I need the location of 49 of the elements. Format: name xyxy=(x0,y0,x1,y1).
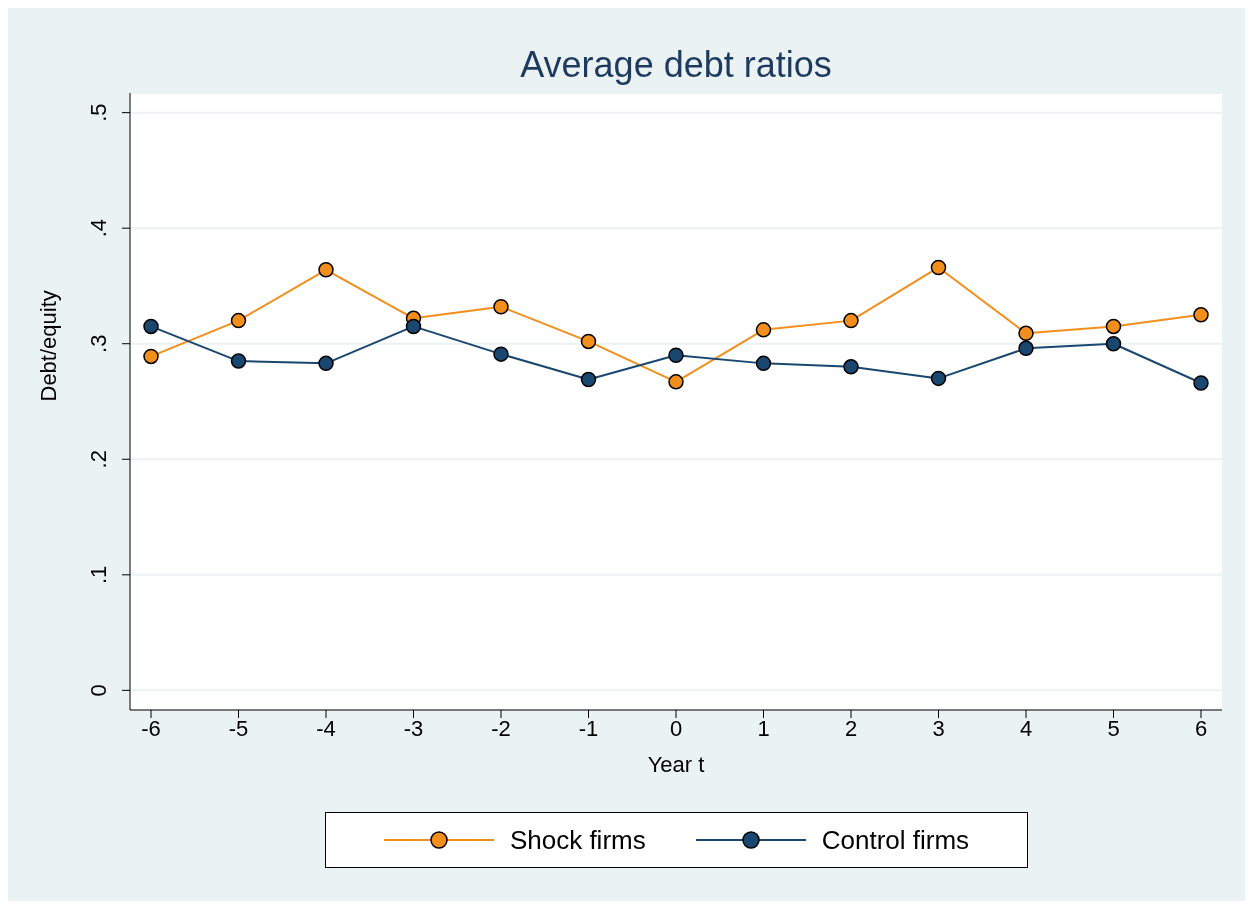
legend-label: Control firms xyxy=(821,824,970,856)
y-axis-title: Debt/equity xyxy=(35,290,61,402)
x-tick-label: 4 xyxy=(1019,715,1033,741)
point xyxy=(1193,307,1209,323)
x-tick-label: -1 xyxy=(578,715,599,741)
x-tick-label: 0 xyxy=(669,715,683,741)
point xyxy=(755,355,772,372)
y-tick-label: .3 xyxy=(86,334,111,353)
y-tick-label: .1 xyxy=(86,565,111,584)
point xyxy=(1018,325,1034,342)
point xyxy=(843,312,859,329)
point xyxy=(143,348,159,365)
x-tick-label: -4 xyxy=(316,715,336,741)
point xyxy=(668,347,684,364)
chart-title: Average debt ratios xyxy=(519,44,833,86)
x-tick-label: 5 xyxy=(1107,715,1120,741)
point xyxy=(230,353,247,369)
x-tick-label: -5 xyxy=(228,715,249,741)
point xyxy=(668,374,684,390)
point xyxy=(493,346,509,362)
point xyxy=(493,299,509,315)
point xyxy=(318,262,334,278)
point xyxy=(1105,318,1122,335)
point xyxy=(143,318,159,335)
x-tick-label: -6 xyxy=(141,715,161,741)
point xyxy=(230,312,247,329)
x-tick-label: -2 xyxy=(491,715,511,741)
y-tick-label: .4 xyxy=(86,219,111,238)
x-axis-title: Year t xyxy=(647,752,705,777)
legend-label: Shock firms xyxy=(509,824,646,856)
point xyxy=(580,371,597,388)
x-tick-label: -3 xyxy=(403,715,424,741)
point xyxy=(843,359,859,375)
y-tick-label: 0 xyxy=(86,684,111,697)
x-tick-label: 2 xyxy=(844,715,858,741)
point xyxy=(930,370,947,387)
y-tick-label: .2 xyxy=(86,450,111,469)
point xyxy=(1105,335,1122,352)
point xyxy=(318,355,334,372)
x-tick-label: 6 xyxy=(1194,715,1208,741)
point xyxy=(1193,375,1209,391)
x-tick-label: 1 xyxy=(757,715,770,741)
y-tick-label: .5 xyxy=(86,103,111,122)
point xyxy=(755,322,772,338)
x-tick-label: 3 xyxy=(932,715,945,741)
point xyxy=(930,259,947,276)
point xyxy=(1018,340,1034,357)
point xyxy=(580,333,597,350)
point xyxy=(405,318,422,335)
